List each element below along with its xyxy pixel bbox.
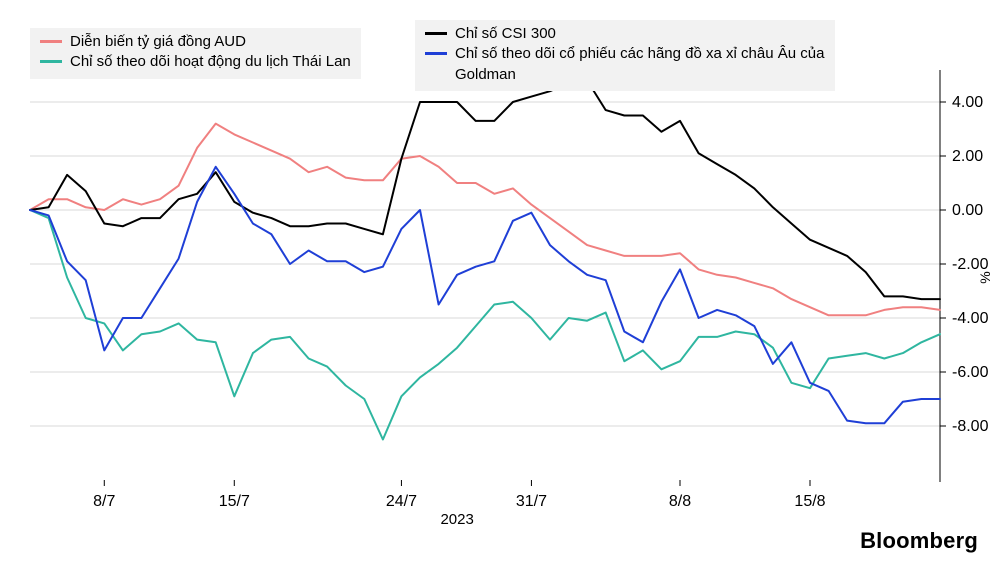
svg-text:-8.00: -8.00 [952,418,989,435]
svg-text:0.00: 0.00 [952,202,983,219]
svg-text:2023: 2023 [440,511,473,528]
svg-text:2.00: 2.00 [952,148,983,165]
svg-text:-4.00: -4.00 [952,310,989,327]
legend-item: Diễn biến tỷ giá đồng AUD [40,32,351,52]
legend-item: Chỉ số CSI 300 [425,24,825,44]
svg-text:8/8: 8/8 [669,493,691,510]
svg-text:8/7: 8/7 [93,493,115,510]
legend-swatch [40,60,62,63]
legend-swatch [40,40,62,43]
svg-text:%: % [977,271,993,283]
attribution-label: Bloomberg [860,528,978,554]
legend-swatch [425,52,447,55]
svg-text:4.00: 4.00 [952,94,983,111]
legend-label: Chỉ số CSI 300 [455,24,556,44]
legend-swatch [425,32,447,35]
legend-label: Chỉ số theo dõi hoạt động du lịch Thái L… [70,52,351,72]
line-chart: -8.00 -6.00 -4.00 -2.00 0.00 2.00 4.00 8/7 15/7 2… [0,0,1000,562]
svg-text:15/8: 15/8 [794,493,825,510]
svg-text:24/7: 24/7 [386,493,417,510]
legend-right: Chỉ số CSI 300 Chỉ số theo dõi cổ phiếu … [415,20,835,91]
legend-label: Chỉ số theo dõi cổ phiếu các hãng đồ xa … [455,44,825,85]
svg-text:-2.00: -2.00 [952,256,989,273]
legend-item: Chỉ số theo dõi hoạt động du lịch Thái L… [40,52,351,72]
legend-left: Diễn biến tỷ giá đồng AUD Chỉ số theo dõ… [30,28,361,79]
svg-text:15/7: 15/7 [219,493,250,510]
legend-label: Diễn biến tỷ giá đồng AUD [70,32,246,52]
legend-item: Chỉ số theo dõi cổ phiếu các hãng đồ xa … [425,44,825,85]
svg-text:-6.00: -6.00 [952,364,989,381]
svg-text:31/7: 31/7 [516,493,547,510]
